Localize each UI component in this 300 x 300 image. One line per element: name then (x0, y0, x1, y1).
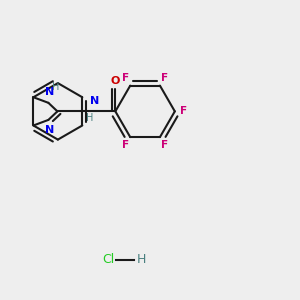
Text: F: F (161, 140, 168, 150)
Text: Cl: Cl (102, 254, 114, 266)
Text: N: N (90, 96, 99, 106)
Text: H: H (52, 82, 59, 92)
Text: F: F (161, 73, 168, 83)
Text: N: N (45, 88, 55, 98)
Text: F: F (180, 106, 187, 116)
Text: O: O (111, 76, 120, 86)
Text: H: H (86, 113, 93, 123)
Text: F: F (122, 73, 129, 83)
Text: H: H (136, 254, 146, 266)
Text: F: F (122, 140, 129, 150)
Text: N: N (45, 125, 55, 135)
